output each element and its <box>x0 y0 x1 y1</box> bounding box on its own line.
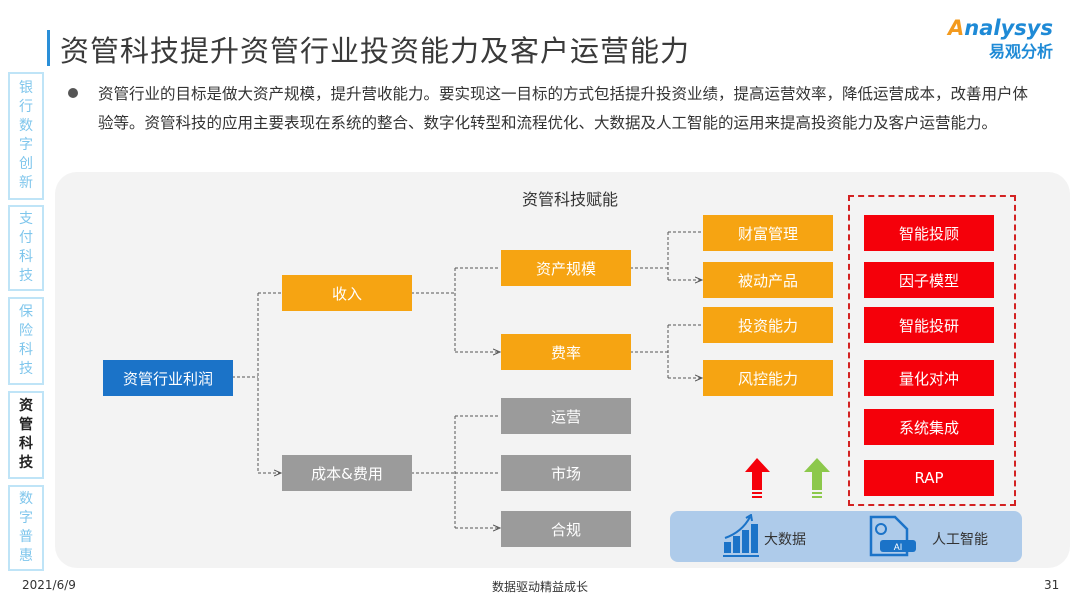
node-income: 收入 <box>282 275 412 311</box>
node-compliance: 合规 <box>501 511 631 547</box>
big-data-label: 大数据 <box>764 532 806 548</box>
big-data-chart-icon <box>723 514 759 557</box>
diagram-title: 资管科技赋能 <box>521 190 618 209</box>
sidebar-item-payment[interactable]: 支付科技 <box>8 205 44 291</box>
tech-smart-research: 智能投研 <box>864 307 994 343</box>
sidebar-item-inclusive[interactable]: 数字普惠 <box>8 485 44 571</box>
sidebar-item-asset-mgmt[interactable]: 资管科技 <box>8 391 44 479</box>
node-cost: 成本&费用 <box>282 455 412 491</box>
node-fee-rate: 费率 <box>501 334 631 370</box>
analysys-logo: Analysys 易观分析 <box>948 16 1053 61</box>
node-risk-control: 风控能力 <box>703 360 833 396</box>
svg-text:AI: AI <box>894 542 903 552</box>
red-up-arrow <box>745 458 770 498</box>
node-asset-scale: 资产规模 <box>501 250 631 286</box>
ai-label: 人工智能 <box>932 532 988 548</box>
node-market: 市场 <box>501 455 631 491</box>
node-wealth-mgmt: 财富管理 <box>703 215 833 251</box>
sidebar-item-bank[interactable]: 银行数字创新 <box>8 72 44 200</box>
tech-rap: RAP <box>864 460 994 496</box>
page-number: 31 <box>1044 578 1060 592</box>
node-root-profit: 资管行业利润 <box>103 360 233 396</box>
ai-document-icon: AI <box>869 515 916 557</box>
page-title: 资管科技提升资管行业投资能力及客户运营能力 <box>60 34 691 68</box>
title-accent-bar <box>47 30 50 66</box>
footer-date: 2021/6/9 <box>22 578 76 592</box>
tech-quant-hedge: 量化对冲 <box>864 360 994 396</box>
sidebar-item-insurance[interactable]: 保险科技 <box>8 297 44 385</box>
bullet-icon <box>68 88 78 98</box>
intro-paragraph: 资管行业的目标是做大资产规模，提升营收能力。要实现这一目标的方式包括提升投资业绩… <box>98 85 1029 132</box>
tech-robo-advisor: 智能投顾 <box>864 215 994 251</box>
node-passive-products: 被动产品 <box>703 262 833 298</box>
tech-group-border <box>848 195 1016 506</box>
tech-factor-model: 因子模型 <box>864 262 994 298</box>
green-up-arrow <box>804 458 830 498</box>
node-operation: 运营 <box>501 398 631 434</box>
footer-slogan: 数据驱动精益成长 <box>491 580 588 594</box>
node-investment-ability: 投资能力 <box>703 307 833 343</box>
tech-system-integration: 系统集成 <box>864 409 994 445</box>
